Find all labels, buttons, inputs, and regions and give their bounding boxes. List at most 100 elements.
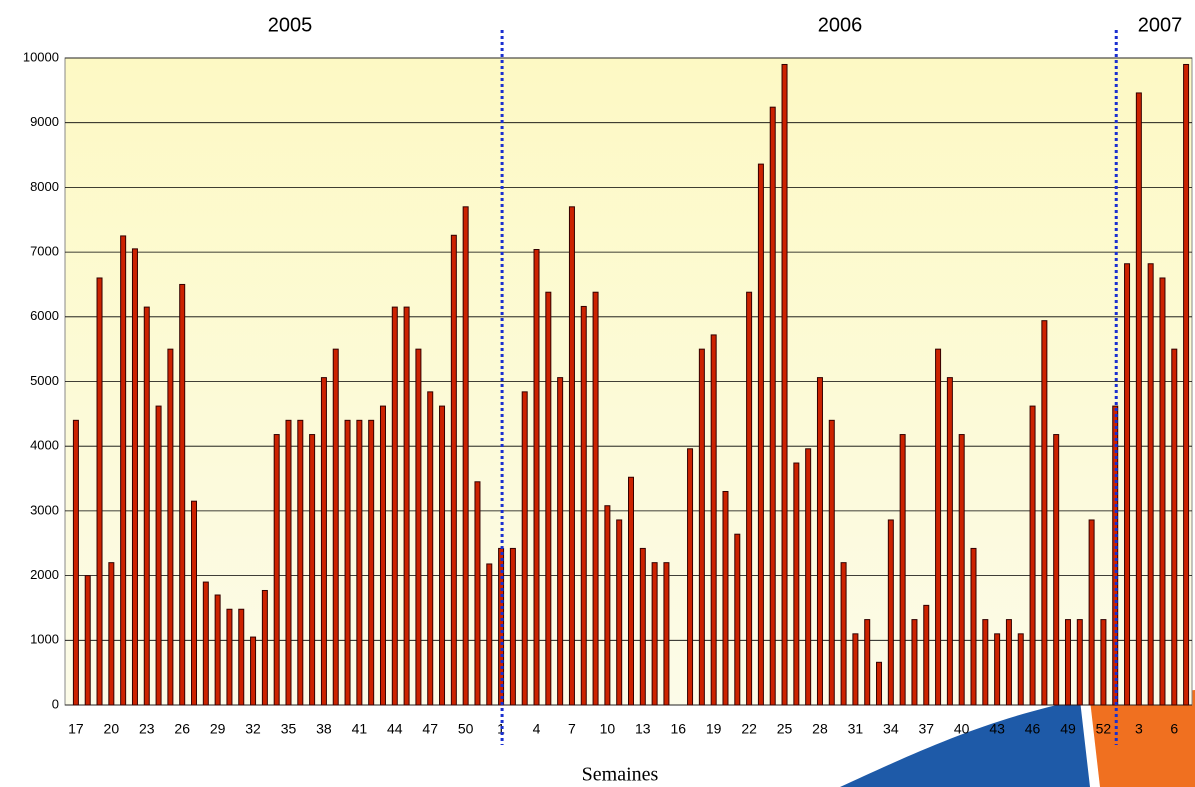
bar: [344, 419, 351, 706]
bar: [946, 377, 953, 706]
bar: [1053, 434, 1060, 706]
y-tick-label: 8000: [30, 179, 59, 194]
bar: [1088, 519, 1095, 706]
y-tick-label: 7000: [30, 244, 59, 259]
bar: [1029, 405, 1036, 706]
bar: [1135, 92, 1142, 706]
x-tick-label: 20: [104, 721, 120, 737]
bar: [876, 661, 883, 706]
x-tick-label: 17: [68, 721, 84, 737]
bar: [628, 476, 634, 706]
bar: [805, 448, 812, 706]
bar: [887, 519, 894, 706]
bar: [250, 636, 257, 706]
bar: [1005, 619, 1012, 706]
bar: [592, 291, 599, 706]
bar: [864, 619, 871, 706]
y-tick-label: 3000: [30, 502, 59, 517]
bar: [320, 377, 327, 706]
x-tick-label: 43: [989, 721, 1005, 737]
bar: [1171, 348, 1178, 706]
bar: [450, 234, 457, 706]
bar: [698, 348, 705, 706]
bar: [604, 505, 611, 706]
bar: [415, 348, 422, 706]
bar: [911, 619, 918, 706]
bar: [757, 163, 764, 706]
y-tick-label: 9000: [30, 114, 59, 129]
bar: [793, 462, 800, 706]
bar: [474, 481, 481, 706]
x-tick-label: 10: [600, 721, 616, 737]
bar: [403, 306, 410, 706]
y-tick-label: 6000: [30, 308, 59, 323]
bar: [557, 377, 564, 706]
bar: [379, 405, 386, 706]
bar: [297, 419, 304, 706]
bar: [899, 434, 906, 706]
bar: [368, 419, 375, 706]
bar: [273, 434, 280, 706]
y-tick-label: 4000: [30, 438, 59, 453]
bar: [545, 291, 552, 706]
bar: [427, 391, 434, 706]
x-tick-label: 3: [1135, 721, 1143, 737]
x-tick-label: 26: [174, 721, 190, 737]
bar: [285, 419, 292, 706]
bar: [191, 500, 198, 706]
x-tick-label: 29: [210, 721, 226, 737]
x-tick-label: 50: [458, 721, 474, 737]
y-tick-label: 10000: [23, 49, 59, 64]
bar: [580, 305, 587, 706]
bar: [108, 562, 115, 706]
bar: [120, 235, 127, 706]
x-tick-label: 47: [422, 721, 438, 737]
bar: [131, 248, 138, 706]
bar: [84, 575, 91, 706]
bar: [840, 562, 847, 706]
bar: [533, 249, 540, 706]
bar: [521, 391, 528, 706]
x-tick-label: 35: [281, 721, 297, 737]
bar: [96, 277, 103, 706]
x-tick-label: 22: [741, 721, 757, 737]
x-tick-label: 31: [848, 721, 864, 737]
x-tick-label: 25: [777, 721, 793, 737]
y-tick-label: 5000: [30, 373, 59, 388]
bar: [1064, 619, 1071, 706]
x-tick-label: 40: [954, 721, 970, 737]
decoration: [840, 700, 1090, 787]
bar: [1124, 263, 1131, 706]
bar: [143, 306, 150, 706]
bar: [202, 581, 209, 706]
x-tick-label: 6: [1170, 721, 1178, 737]
bar: [167, 348, 174, 706]
bar: [769, 106, 776, 706]
x-tick-label: 23: [139, 721, 155, 737]
x-tick-label: 28: [812, 721, 828, 737]
bar: [828, 419, 835, 706]
bar: [214, 594, 221, 706]
bar: [852, 633, 859, 706]
year-label: 2006: [818, 14, 863, 36]
bar: [1147, 263, 1154, 706]
bar: [226, 608, 233, 706]
x-axis-label: Semaines: [582, 764, 659, 786]
bar: [179, 283, 186, 706]
bar: [568, 206, 575, 706]
x-tick-label: 4: [533, 721, 541, 737]
x-tick-label: 32: [245, 721, 261, 737]
bar: [663, 562, 670, 706]
bar: [982, 619, 989, 706]
bar: [816, 377, 823, 706]
bar: [332, 348, 339, 706]
bar: [958, 434, 965, 706]
year-label: 2007: [1138, 14, 1183, 36]
bar: [391, 306, 398, 706]
x-tick-label: 34: [883, 721, 899, 737]
bar: [309, 434, 316, 706]
bar: [509, 547, 516, 706]
bar: [781, 63, 788, 706]
x-tick-label: 37: [918, 721, 934, 737]
